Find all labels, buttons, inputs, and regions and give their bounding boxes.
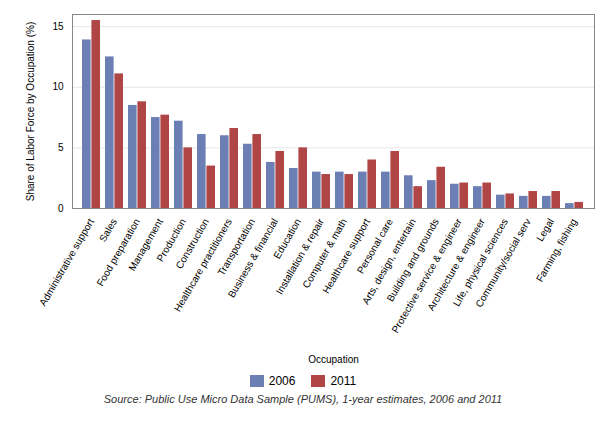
html-text:Source: Public Use Micro Data: Source: Public Use Micro Data Sample (PU… (103, 393, 503, 405)
svg-text:Protective service & engineer: Protective service & engineer (389, 216, 464, 335)
svg-text:Production: Production (154, 216, 188, 264)
svg-text:Management: Management (126, 216, 165, 272)
svg-text:0: 0 (58, 203, 64, 214)
svg-text:Healthcare practitioners: Healthcare practitioners (171, 216, 234, 314)
svg-text:5: 5 (58, 142, 64, 153)
svg-text:Building and grounds: Building and grounds (384, 216, 441, 304)
svg-text:Installation & repair: Installation & repair (273, 216, 326, 297)
svg-text:Share of Labor Force by Occupa: Share of Labor Force by Occupation (%) (25, 22, 36, 202)
svg-text:Occupation: Occupation (308, 354, 359, 365)
svg-text:Transportation: Transportation (215, 216, 257, 278)
svg-text:Legal: Legal (534, 217, 556, 244)
svg-text:Life, physical sciences: Life, physical sciences (450, 216, 510, 309)
svg-text:Education: Education (271, 216, 303, 261)
svg-text:Farming, fishing: Farming, fishing (534, 217, 579, 284)
svg-text:Sales: Sales (97, 217, 119, 244)
svg-text:Architecture & engineer: Architecture & engineer (425, 216, 487, 313)
svg-text:Business & financial: Business & financial (226, 217, 280, 300)
svg-text:15: 15 (52, 21, 64, 32)
svg-text:10: 10 (52, 81, 64, 92)
svg-text:Arts, design, entertain: Arts, design, entertain (359, 216, 418, 307)
svg-text:Construction: Construction (173, 216, 211, 271)
html-text:2006: 2006 (268, 374, 296, 388)
svg-text:Computer & math: Computer & math (300, 216, 349, 290)
svg-text:Personal care: Personal care (354, 216, 395, 276)
svg-text:Food preparation: Food preparation (94, 216, 142, 289)
svg-text:Community/social serv: Community/social serv (473, 217, 533, 310)
svg-text:Administrative support: Administrative support (37, 216, 96, 307)
svg-text:Healthcare support: Healthcare support (320, 216, 372, 296)
html-text:2011: 2011 (330, 374, 357, 388)
